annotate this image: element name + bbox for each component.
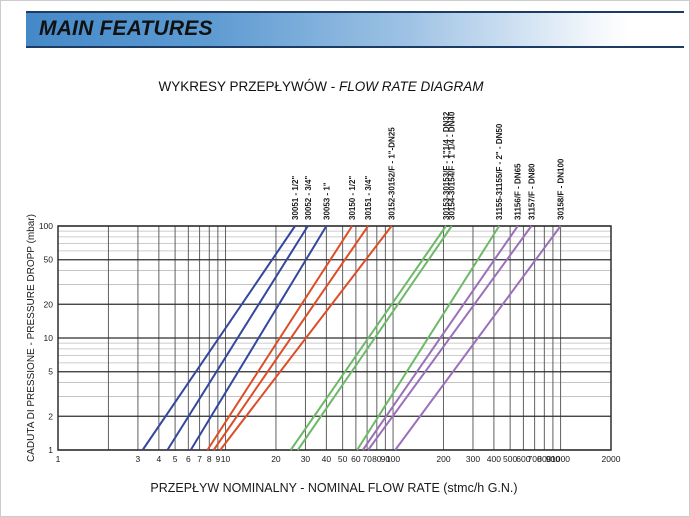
y-tick-label: 1: [48, 445, 53, 455]
x-tick-label: 800: [537, 454, 551, 464]
series-label: 31157/F - DN80: [527, 163, 536, 220]
x-tick-label: 20: [271, 454, 281, 464]
series-label: 30154-30154/F - 1"1/4 - DN40: [448, 111, 457, 220]
series-line: [361, 225, 519, 451]
x-axis-title: PRZEPŁYW NOMINALNY - NOMINAL FLOW RATE (…: [150, 481, 517, 495]
series-label: 30150 - 1/2": [348, 176, 357, 220]
x-tick-label: 200: [436, 454, 450, 464]
series-line: [394, 225, 562, 451]
x-tick-label: 90: [381, 454, 391, 464]
plot-border: [57, 225, 612, 451]
y-tick-label: 50: [44, 255, 54, 265]
series-label: 30053 - 1": [322, 182, 331, 220]
chart-title: WYKRESY PRZEPŁYWÓW - FLOW RATE DIAGRAM: [1, 79, 641, 94]
x-tick-label: 50: [338, 454, 348, 464]
y-tick-label: 10: [44, 333, 54, 343]
x-tick-label: 400: [487, 454, 501, 464]
x-tick-label: 4: [156, 454, 161, 464]
x-tick-label: 2000: [602, 454, 621, 464]
y-tick-label: 5: [48, 367, 53, 377]
series-line: [289, 225, 447, 451]
x-tick-label: 5: [173, 454, 178, 464]
series-label: 30051 - 1/2": [291, 176, 300, 220]
y-tick-label: 100: [39, 221, 53, 231]
x-tick-label: 1: [56, 454, 61, 464]
x-tick-label: 1000: [551, 454, 570, 464]
y-tick-label: 20: [44, 299, 54, 309]
x-tick-label: 10: [221, 454, 231, 464]
section-header-title: MAIN FEATURES: [39, 17, 213, 40]
series-label: 30151 - 3/4": [364, 176, 373, 220]
chart-title-english: FLOW RATE DIAGRAM: [339, 79, 484, 94]
section-header-banner: MAIN FEATURES: [26, 11, 684, 48]
series-line: [219, 225, 393, 451]
series-label: 30153-30153/F - 1"1/4 - DN32: [442, 111, 451, 220]
x-tick-label: 80: [372, 454, 382, 464]
x-tick-label: 700: [528, 454, 542, 464]
y-tick-label: 2: [48, 411, 53, 421]
x-tick-label: 40: [322, 454, 332, 464]
x-tick-label: 60: [351, 454, 361, 464]
series-label: 30052 - 3/4": [304, 176, 313, 220]
series-line: [206, 225, 353, 451]
series-line: [212, 225, 369, 451]
x-tick-label: 6: [186, 454, 191, 464]
y-axis-title: CADUTA DI PRESSIONE - PRESSURE DROPP (mb…: [26, 214, 37, 462]
x-tick-label: 9: [215, 454, 220, 464]
series-line: [367, 225, 533, 451]
series-line: [356, 225, 501, 451]
x-tick-label: 30: [301, 454, 311, 464]
x-tick-label: 3: [136, 454, 141, 464]
series-label: 31155-31155/F - 2" - DN50: [495, 123, 504, 220]
x-tick-label: 300: [466, 454, 480, 464]
x-tick-label: 600: [516, 454, 530, 464]
x-tick-label: 7: [197, 454, 202, 464]
series-label: 30158/F - DN100: [557, 158, 566, 220]
x-tick-label: 100: [386, 454, 400, 464]
series-line: [296, 225, 453, 451]
x-tick-label: 70: [362, 454, 372, 464]
x-tick-label: 8: [207, 454, 212, 464]
series-line: [189, 225, 328, 451]
series-line: [141, 225, 296, 451]
series-line: [166, 225, 309, 451]
chart-title-polish: WYKRESY PRZEPŁYWÓW -: [158, 79, 339, 94]
x-tick-label: 900: [546, 454, 560, 464]
x-tick-label: 500: [503, 454, 517, 464]
series-label: 30152-30152/F - 1"-DN25: [388, 127, 397, 220]
series-label: 31156/F - DN65: [514, 163, 523, 220]
